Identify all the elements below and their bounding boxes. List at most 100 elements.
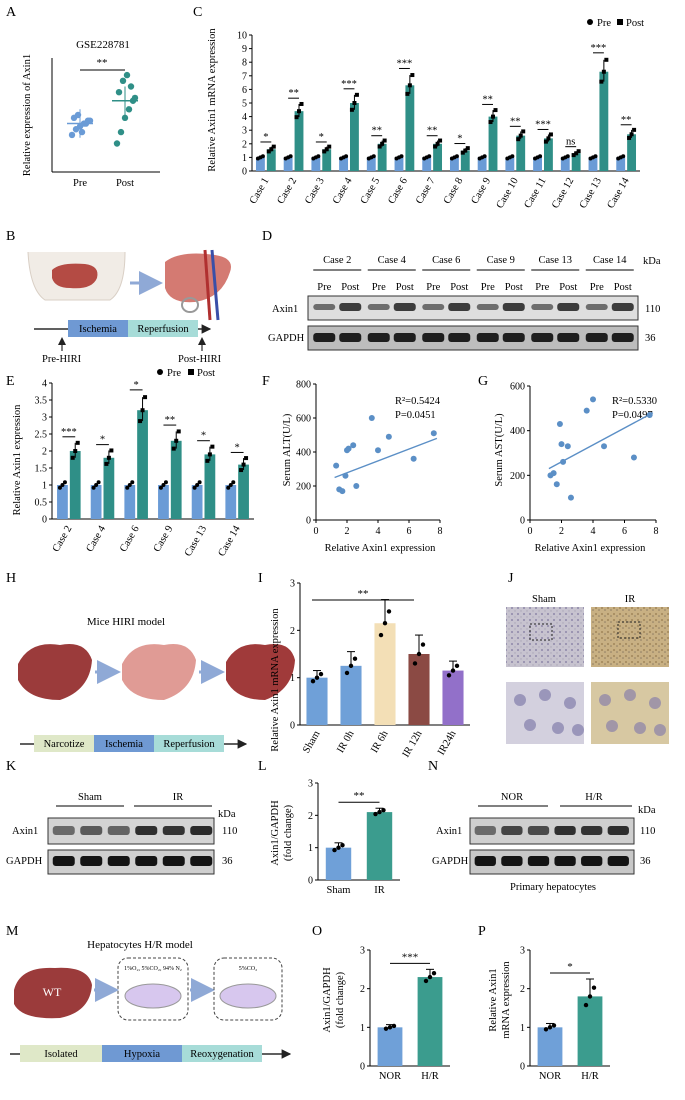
panel-E-dot-post [174,438,179,443]
panel-D-row-gapdh: GAPDH [268,333,305,344]
panel-D-band-gapdh-post [448,333,471,342]
panel-O-dot [391,1023,397,1029]
panel-P-dot [591,985,597,990]
panel-C-dot-pre [427,154,432,159]
mouse-liver-icon-2 [122,644,196,700]
panel-E-ytick: 2 [42,447,47,458]
panel-K-band-axin1 [135,826,158,835]
panel-E-significance: *** [61,427,77,438]
panel-A-chart: GSE228781 Relative expression of Axin1 P… [22,39,160,189]
panel-F-ytick: 600 [296,414,311,425]
panel-C-dot-pre [344,154,349,159]
panel-D-band-gapdh-pre [531,333,554,342]
panel-I-dot [454,663,460,669]
panel-N-nor: NOR [501,792,523,803]
panel-A-ylabel: Relative expression of Axin1 [22,54,33,176]
panel-E-dot-post [75,440,80,445]
panel-label-N: N [428,759,438,774]
panel-N-band-axin1 [581,826,603,835]
panel-O-xtick: NOR [379,1071,401,1082]
panel-C-bar-pre [505,157,515,171]
panel-C-bar-pre [422,157,432,171]
panel-M-wt: WT [43,985,62,999]
panel-E-bar-pre [90,485,102,519]
panel-E-dot-pre [130,480,135,485]
panel-C-dot-post [601,69,606,74]
panel-N-row-axin1: Axin1 [436,826,462,837]
panel-P-dot [583,1002,589,1008]
panel-C-ytick: 5 [242,99,247,110]
panel-A-point [68,131,76,139]
panel-C-dot-post [438,138,443,143]
panel-K-row-axin1: Axin1 [12,826,38,837]
panel-O-dot [383,1026,389,1031]
panel-C-bar-pre [477,157,487,171]
panel-E-dot-pre [197,480,202,485]
panel-E-significance: * [235,442,240,453]
panel-label-O: O [312,924,322,939]
panel-P-ytick: 0 [520,1062,525,1073]
panel-C-xtick: Case 10 [495,176,521,211]
ihc-nucleus [599,694,611,706]
panel-D-kda: kDa [643,256,661,267]
panel-L-dot [336,845,341,850]
panel-C-ytick: 1 [242,153,247,164]
panel-label-B: B [6,229,15,244]
panel-C-ytick: 4 [242,112,247,123]
panel-A-point [123,71,131,79]
panel-K-band-gapdh [135,856,158,866]
panel-F-point [430,430,437,437]
panel-I-dot [416,651,422,657]
panel-G-xtick: 8 [654,526,659,537]
panel-C-dot-post [410,73,415,78]
panel-D-band-axin1-pre [422,304,445,310]
panel-L-dot [373,811,378,817]
panel-N-kda-gapdh: 36 [640,856,651,867]
panel-E-dot-post [210,444,215,449]
panel-P-dot [587,994,593,999]
panel-I-ytick: 1 [290,673,295,684]
panel-E-dot-pre [127,483,132,487]
panel-G-point [567,494,574,501]
panel-I-xtick: IR 0h [335,728,357,755]
ihc-nucleus [654,724,666,736]
panel-F-fit-line [334,437,438,479]
panel-A-point [131,94,139,102]
panel-D-post-label: Post [341,282,359,293]
panel-K-sham: Sham [78,792,102,803]
panel-O-ytick: 0 [360,1062,365,1073]
panel-G-xtick: 4 [591,526,596,537]
panel-M-cond2: 5%CO₂ [239,966,257,972]
panel-F-point [339,488,346,495]
panel-D-band-axin1-post [557,303,580,311]
panel-D-kda-axin1: 110 [645,304,660,315]
panel-G-point [560,458,567,465]
panel-F-point [353,483,360,489]
panel-D-post-label: Post [614,282,632,293]
panel-C-xtick: Case 3 [303,176,327,206]
panel-L-ylabel2: (fold change) [283,804,294,861]
panel-D-case-label: Case 14 [593,255,627,266]
panel-A-point [86,117,94,124]
panel-L-xtick: Sham [327,885,351,896]
panel-I-ytick: 3 [290,579,295,590]
panel-D-band-axin1-post [611,303,634,311]
panel-E-significance: * [201,431,206,442]
panel-C-significance: *** [535,119,551,130]
panel-D-band-axin1-post [502,303,525,311]
panel-E-ytick: 0 [42,515,47,526]
panel-G-point [583,407,590,414]
panel-C-dot-post [518,133,523,138]
panel-C-bar-post [571,153,581,171]
panel-E-dot-pre [231,480,236,485]
panel-C-significance: *** [397,58,413,69]
panel-label-F: F [262,374,270,389]
panel-C-significance: ** [482,94,493,105]
panel-E-xtick: Case 2 [51,524,75,554]
panel-C-dot-pre [538,154,543,159]
panel-K-band-gapdh [107,856,130,866]
panel-K-kda-gapdh: 36 [222,856,233,867]
panel-N-band-gapdh [474,856,496,866]
panel-N-band-gapdh [527,856,550,866]
